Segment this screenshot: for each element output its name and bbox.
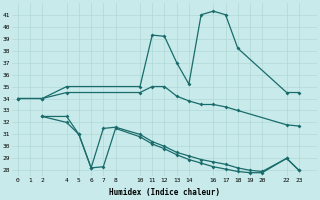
X-axis label: Humidex (Indice chaleur): Humidex (Indice chaleur) <box>109 188 220 197</box>
